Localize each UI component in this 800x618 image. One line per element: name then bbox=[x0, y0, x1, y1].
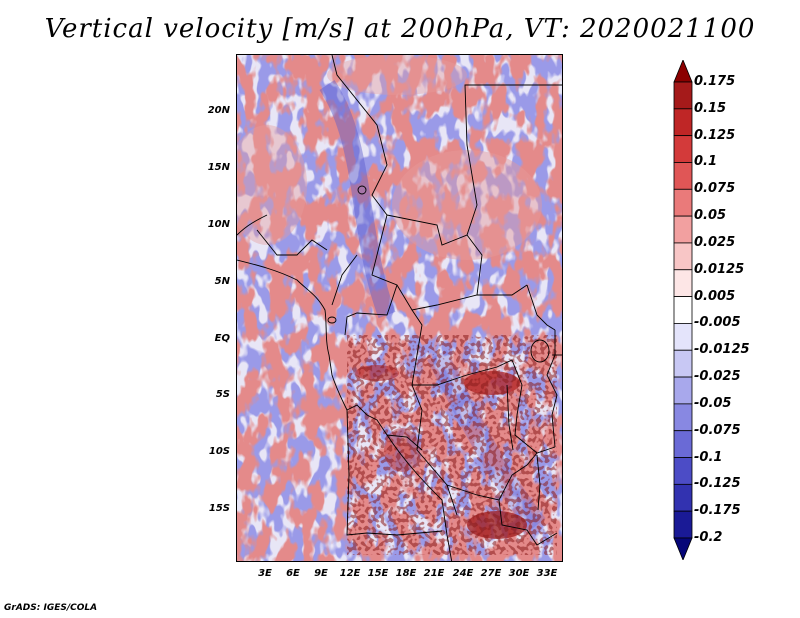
colorbar-tick-label: -0.125 bbox=[694, 476, 741, 492]
colorbar-segment bbox=[673, 296, 693, 324]
lon-label: 3E bbox=[258, 568, 272, 579]
colorbar-tick-label: 0.005 bbox=[694, 288, 736, 304]
map-panel bbox=[236, 54, 563, 562]
colorbar-segment bbox=[673, 403, 693, 432]
positive-region-west bbox=[237, 125, 307, 245]
colorbar-tick-label: -0.075 bbox=[694, 422, 741, 438]
colorbar-tick-label: -0.025 bbox=[694, 369, 741, 385]
lat-label: 10N bbox=[207, 219, 230, 230]
lake-volta bbox=[327, 316, 337, 324]
colorbar-segment bbox=[673, 483, 693, 512]
colorbar-segment bbox=[673, 457, 693, 485]
colorbar-tick-label: 0.1 bbox=[694, 154, 718, 170]
lon-label: 15E bbox=[367, 568, 389, 579]
colorbar-tick-label: -0.0125 bbox=[694, 342, 750, 358]
field-speckle bbox=[347, 335, 557, 555]
colorbar-segment bbox=[673, 430, 693, 458]
colorbar-tick-label: 0.15 bbox=[694, 100, 727, 116]
lake-malawi bbox=[536, 454, 541, 511]
positive-region-top bbox=[327, 55, 467, 95]
lat-label: EQ bbox=[214, 333, 230, 344]
colorbar-segment bbox=[673, 537, 693, 560]
lake-tanganyika bbox=[506, 384, 514, 451]
colorbar-segment bbox=[673, 510, 693, 539]
lon-label: 33E bbox=[536, 568, 558, 579]
lon-label: 24E bbox=[452, 568, 474, 579]
colorbar-segment bbox=[673, 349, 693, 378]
colorbar-tick-label: 0.0125 bbox=[694, 261, 745, 277]
colorbar-segment bbox=[673, 81, 693, 110]
colorbar-segment bbox=[673, 108, 693, 137]
colorbar-tick-label: -0.1 bbox=[694, 449, 723, 465]
lon-label: 27E bbox=[480, 568, 502, 579]
lat-label: 15N bbox=[207, 162, 230, 173]
colorbar-segment bbox=[673, 162, 693, 190]
lat-label: 5N bbox=[214, 276, 230, 287]
colorbar-segment bbox=[673, 376, 693, 405]
lon-label: 12E bbox=[339, 568, 361, 579]
colorbar-tick-label: 0.175 bbox=[694, 74, 736, 89]
colorbar-tick-label: 0.05 bbox=[694, 208, 727, 224]
map-title: Vertical velocity [m/s] at 200hPa, VT: 2… bbox=[44, 14, 756, 44]
colorbar-tick-label: -0.2 bbox=[694, 530, 723, 545]
colorbar-segment bbox=[673, 242, 693, 271]
colorbar-tick-label: -0.175 bbox=[694, 503, 741, 519]
colorbar-segment bbox=[673, 215, 693, 244]
colorbar bbox=[673, 60, 693, 560]
lake-chad bbox=[357, 185, 367, 195]
colorbar-segment bbox=[673, 188, 693, 217]
colorbar-tick-label: -0.005 bbox=[694, 315, 741, 331]
lat-label: 5S bbox=[215, 389, 230, 400]
negative-band bbox=[319, 80, 396, 319]
colorbar-segment bbox=[673, 135, 693, 163]
credit-text: GrADS: IGES/COLA bbox=[4, 603, 98, 613]
lat-label: 10S bbox=[208, 446, 230, 457]
lat-label: 15S bbox=[208, 503, 230, 514]
velocity-field bbox=[237, 55, 562, 561]
colorbar-segment bbox=[673, 60, 693, 83]
lat-label: 20N bbox=[207, 105, 230, 116]
colorbar-segment bbox=[673, 269, 693, 297]
colorbar-tick-label: 0.125 bbox=[694, 127, 736, 143]
lake-victoria bbox=[530, 339, 550, 363]
country-borders bbox=[237, 55, 562, 561]
colorbar-segment bbox=[673, 323, 693, 351]
lon-label: 18E bbox=[395, 568, 417, 579]
lon-label: 9E bbox=[314, 568, 328, 579]
colorbar-tick-label: 0.025 bbox=[694, 234, 736, 250]
lon-label: 21E bbox=[423, 568, 445, 579]
positive-region-north bbox=[392, 150, 542, 260]
lon-label: 30E bbox=[508, 568, 530, 579]
colorbar-tick-label: -0.05 bbox=[694, 395, 732, 411]
lon-label: 6E bbox=[286, 568, 300, 579]
lakes bbox=[327, 185, 550, 511]
colorbar-tick-label: 0.075 bbox=[694, 181, 736, 197]
